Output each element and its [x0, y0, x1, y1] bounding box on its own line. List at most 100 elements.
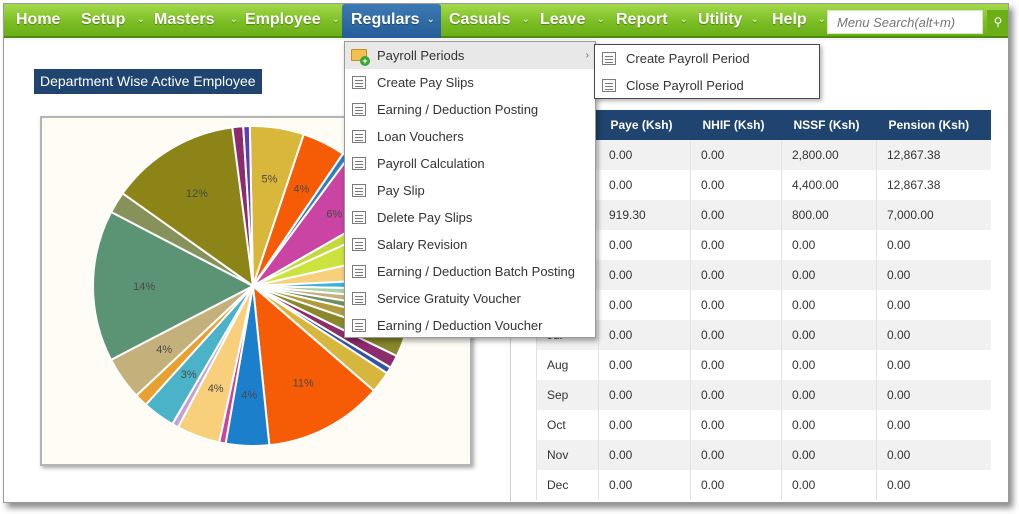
cell-nssf: 0.00 — [781, 350, 877, 380]
cell-nhif: 0.00 — [690, 380, 782, 410]
cell-nhif: 0.00 — [690, 350, 782, 380]
cell-nhif: 0.00 — [690, 290, 782, 320]
menu-item-payroll-periods[interactable]: Payroll Periods › — [345, 42, 595, 69]
menu-item-delete-pay-slips[interactable]: Delete Pay Slips — [345, 204, 595, 231]
menu-item-payroll-calculation[interactable]: Payroll Calculation — [345, 150, 595, 177]
list-icon — [352, 319, 366, 332]
cell-pension: 12,867.38 — [876, 170, 991, 200]
menu-item-create-pay-slips[interactable]: Create Pay Slips — [345, 69, 595, 96]
cell-month: Aug — [536, 350, 599, 380]
app-window: Home Setup ⌄ Masters ⌄ Employee ⌄ Regulars ⌄… — [3, 3, 1009, 503]
table-header-row: Paye (Ksh) NHIF (Ksh) NSSF (Ksh) Pension… — [536, 110, 991, 140]
cell-nhif: 0.00 — [690, 260, 782, 290]
folder-add-icon — [351, 49, 370, 66]
cell-paye: 0.00 — [598, 380, 691, 410]
table-row: 0.00 0.00 0.00 0.00 — [536, 260, 991, 290]
cell-nhif: 0.00 — [690, 440, 782, 470]
menu-help[interactable]: Help ⌄ — [772, 4, 826, 38]
menu-item-create-payroll-period[interactable]: Create Payroll Period — [595, 45, 819, 72]
cell-nssf: 0.00 — [781, 260, 877, 290]
chevron-down-icon: ⌄ — [818, 14, 826, 24]
table-row: Aug 0.00 0.00 0.00 0.00 — [536, 350, 991, 380]
menu-item-earning-deduction-batch-posting[interactable]: Earning / Deduction Batch Posting — [345, 258, 595, 285]
menu-item-earning-deduction-posting[interactable]: Earning / Deduction Posting — [345, 96, 595, 123]
chevron-down-icon: ⌄ — [522, 14, 530, 24]
payroll-periods-submenu: Create Payroll Period Close Payroll Peri… — [594, 44, 820, 99]
list-icon — [352, 130, 366, 143]
pie-slice-label: 14% — [133, 281, 155, 293]
cell-nssf: 0.00 — [781, 410, 877, 440]
pie-slice[interactable] — [251, 283, 376, 447]
cell-month: Dec — [536, 470, 599, 500]
table-row: 919.30 0.00 800.00 7,000.00 — [536, 200, 991, 230]
cell-nssf: 0.00 — [781, 320, 877, 350]
pie-slice-label: 6% — [326, 209, 342, 221]
cell-nssf: 0.00 — [781, 470, 877, 500]
cell-nssf: 4,400.00 — [781, 170, 877, 200]
menu-search-input[interactable] — [827, 10, 983, 34]
search-button[interactable]: ⚲ — [987, 10, 1008, 34]
pie-slice-label: 4% — [293, 184, 309, 196]
cell-paye: 0.00 — [598, 350, 691, 380]
cell-month: Nov — [536, 440, 599, 470]
regulars-dropdown-menu: Payroll Periods › Create Pay Slips Earni… — [344, 41, 596, 338]
cell-pension: 7,000.00 — [876, 200, 991, 230]
table-row: Nov 0.00 0.00 0.00 0.00 — [536, 440, 991, 470]
cell-nssf: 2,800.00 — [781, 140, 877, 170]
menu-home[interactable]: Home — [16, 11, 61, 28]
list-icon — [352, 265, 366, 278]
menu-masters[interactable]: Masters ⌄ — [154, 4, 238, 38]
list-icon — [352, 184, 366, 197]
menu-item-pay-slip[interactable]: Pay Slip — [345, 177, 595, 204]
table-row: 0.00 0.00 0.00 0.00 — [536, 290, 991, 320]
cell-paye: 0.00 — [598, 230, 691, 260]
pie-slice-label: 12% — [186, 188, 208, 200]
list-icon — [352, 157, 366, 170]
menu-item-service-gratuity-voucher[interactable]: Service Gratuity Voucher — [345, 285, 595, 312]
col-header-nhif: NHIF (Ksh) — [690, 110, 782, 140]
cell-nhif: 0.00 — [690, 230, 782, 260]
cell-paye: 919.30 — [598, 200, 691, 230]
cell-paye: 0.00 — [598, 290, 691, 320]
menu-report[interactable]: Report ⌄ — [616, 4, 688, 38]
menu-item-close-payroll-period[interactable]: Close Payroll Period — [595, 72, 819, 99]
cell-nhif: 0.00 — [690, 470, 782, 500]
cell-pension: 0.00 — [876, 320, 991, 350]
cell-nssf: 0.00 — [781, 380, 877, 410]
pie-slice-label: 3% — [181, 369, 197, 381]
menu-regulars[interactable]: Regulars ⌄ — [342, 4, 441, 38]
table-row: 0.00 0.00 0.00 0.00 — [536, 230, 991, 260]
menu-employee[interactable]: Employee ⌄ — [245, 4, 340, 38]
menu-item-salary-revision[interactable]: Salary Revision — [345, 231, 595, 258]
cell-pension: 0.00 — [876, 470, 991, 500]
table-row: 0.00 0.00 4,400.00 12,867.38 — [536, 170, 991, 200]
cell-nhif: 0.00 — [690, 170, 782, 200]
list-icon — [352, 211, 366, 224]
table-row: Dec 0.00 0.00 0.00 0.00 — [536, 470, 991, 500]
cell-pension: 0.00 — [876, 230, 991, 260]
chevron-down-icon: ⌄ — [427, 14, 435, 24]
list-icon — [352, 292, 366, 305]
pie-slice[interactable] — [92, 210, 256, 362]
cell-paye: 0.00 — [598, 440, 691, 470]
cell-paye: 0.00 — [598, 410, 691, 440]
pie-slice[interactable] — [242, 125, 254, 287]
col-header-paye: Paye (Ksh) — [598, 110, 691, 140]
cell-nssf: 0.00 — [781, 440, 877, 470]
menu-leave[interactable]: Leave ⌄ — [540, 4, 605, 38]
menu-utility[interactable]: Utility ⌄ — [698, 4, 759, 38]
cell-pension: 0.00 — [876, 410, 991, 440]
menu-casuals[interactable]: Casuals ⌄ — [449, 4, 530, 38]
pie-slice[interactable] — [121, 126, 255, 289]
cell-pension: 0.00 — [876, 440, 991, 470]
cell-nhif: 0.00 — [690, 410, 782, 440]
menu-item-earning-deduction-voucher[interactable]: Earning / Deduction Voucher — [345, 312, 595, 339]
menu-item-loan-vouchers[interactable]: Loan Vouchers — [345, 123, 595, 150]
table-row: Oct 0.00 0.00 0.00 0.00 — [536, 410, 991, 440]
list-icon — [602, 79, 616, 92]
menu-setup[interactable]: Setup ⌄ — [81, 4, 145, 38]
cell-pension: 0.00 — [876, 350, 991, 380]
pie-slice-label: 11% — [293, 378, 314, 390]
table-row: Jul0.000.000.000.00 — [536, 320, 991, 350]
cell-nhif: 0.00 — [690, 200, 782, 230]
